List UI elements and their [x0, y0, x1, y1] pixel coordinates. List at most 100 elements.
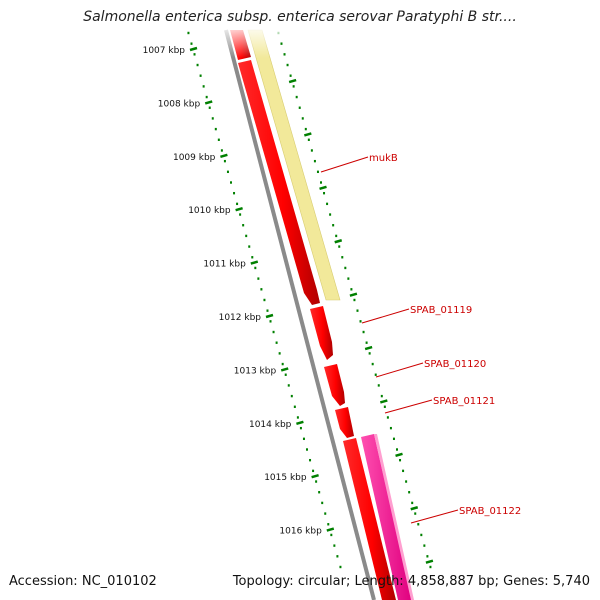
- outer-scale-dot: [289, 74, 292, 77]
- outer-scale-tick: [379, 399, 388, 404]
- scale-dot: [236, 202, 239, 206]
- genes-value: 5,740: [552, 574, 590, 589]
- scale-dot: [278, 352, 281, 355]
- gene-label-mukB[interactable]: mukB: [369, 153, 398, 164]
- outer-scale-dot: [383, 405, 386, 408]
- topology-value: circular: [297, 574, 346, 589]
- scale-ticks: 1007 kbp 1008 kbp 1009 kbp 1010 kbp 1011 kbp…: [143, 46, 434, 564]
- outer-scale-tick: [288, 78, 297, 84]
- scale-dot: [299, 426, 302, 430]
- outer-scale-dot: [323, 191, 326, 195]
- scale-tick-label: 1011 kbp: [203, 260, 246, 270]
- genome-backbone: [224, 29, 376, 600]
- scale-dot: [239, 213, 242, 216]
- outer-scale-tick: [349, 292, 358, 297]
- scale-dot: [275, 341, 278, 344]
- outer-scale-tick: [425, 559, 434, 564]
- outer-scale-dot: [350, 288, 353, 291]
- scale-dot: [214, 127, 217, 131]
- leader-spab-01122: [410, 509, 459, 524]
- scale-tick: [235, 206, 243, 212]
- scale-dot: [269, 320, 272, 323]
- spab-01122-track-feature: [361, 434, 412, 600]
- scale-dot: [257, 277, 260, 280]
- scale-dot: [220, 149, 223, 152]
- outer-scale-dot: [414, 512, 417, 515]
- scale-tick-label: 1015 kbp: [264, 473, 307, 483]
- scale-dot: [312, 469, 315, 473]
- outer-scale-dot: [295, 95, 298, 99]
- scale-dot: [223, 159, 226, 163]
- outer-scale-dot: [344, 266, 347, 270]
- scale-dots: [187, 31, 432, 569]
- outer-scale-tick: [410, 506, 419, 511]
- genes-label: Genes:: [503, 574, 549, 589]
- outer-scale-dot: [368, 352, 371, 355]
- scale-dot: [196, 63, 199, 67]
- scale-tick-label: 1013 kbp: [234, 366, 277, 376]
- scale-tick: [280, 367, 289, 372]
- genome-title: Salmonella enterica subsp. enterica sero…: [83, 9, 517, 25]
- spab-01122-track-highlight: [374, 434, 414, 600]
- scale-dot: [233, 191, 236, 195]
- length-label: Length:: [354, 574, 404, 589]
- scale-tick: [189, 46, 198, 52]
- outer-scale-dot: [347, 277, 350, 280]
- leader-spab-01120: [375, 362, 424, 378]
- outer-scale-dot: [423, 544, 426, 547]
- scale-dot: [217, 138, 220, 141]
- topology-label: Topology:: [232, 574, 294, 589]
- scale-tick: [265, 313, 274, 319]
- scale-dot: [208, 106, 211, 109]
- scale-tick: [326, 527, 335, 532]
- top-fade: [220, 28, 280, 58]
- scale-dot: [254, 266, 257, 270]
- scale-dot: [296, 416, 299, 419]
- outer-scale-dot: [326, 202, 329, 206]
- outer-scale-dot: [362, 330, 365, 334]
- gene-label-spab-01122[interactable]: SPAB_01122: [459, 506, 521, 517]
- cds-arrow-mukB: [238, 60, 320, 305]
- scale-dot: [272, 330, 275, 334]
- outer-scale-dot: [320, 181, 322, 184]
- scale-dot: [290, 394, 293, 398]
- outer-scale-dot: [380, 394, 383, 398]
- cds-arrow-spab-01121: [335, 407, 354, 438]
- outer-scale-dot: [359, 320, 362, 323]
- gene-label-spab-01119[interactable]: SPAB_01119: [410, 305, 472, 316]
- outer-scale-tick: [395, 452, 403, 458]
- outer-scale-dot: [313, 159, 316, 163]
- outer-scale-dot: [307, 138, 310, 141]
- leader-spab-01119: [361, 308, 410, 324]
- outer-scale-dot: [332, 224, 335, 227]
- accession-info: Accession: NC_010102: [9, 574, 157, 589]
- outer-scale-dot: [356, 309, 359, 312]
- outer-scale-dot: [429, 565, 432, 569]
- scale-dot: [190, 42, 193, 45]
- outer-scale-dot: [310, 149, 313, 152]
- gene-label-spab-01120[interactable]: SPAB_01120: [424, 359, 486, 370]
- scale-dot: [193, 53, 196, 56]
- outer-scale-dot: [341, 256, 344, 259]
- scale-tick: [250, 260, 259, 265]
- scale-dot: [281, 362, 284, 366]
- outer-scale-tick: [303, 132, 312, 137]
- cds-arrow-spab-01119: [310, 306, 333, 360]
- gene-label-spab-01121[interactable]: SPAB_01121: [433, 396, 495, 407]
- scale-dot: [321, 501, 324, 505]
- scale-tick-label: 1009 kbp: [173, 153, 216, 163]
- scale-tick-label: 1012 kbp: [219, 313, 262, 323]
- leader-mukB: [320, 156, 369, 173]
- scale-dot: [251, 256, 254, 259]
- gene-leaders: [320, 156, 459, 524]
- outer-scale-dot: [280, 42, 283, 45]
- scale-tick-label: 1008 kbp: [158, 99, 201, 109]
- scale-dot: [260, 288, 263, 291]
- outer-scale-dot: [420, 533, 423, 537]
- scale-dot: [339, 565, 342, 569]
- outer-scale-dot: [301, 117, 304, 120]
- scale-dot: [226, 170, 229, 174]
- outer-scale-dot: [426, 555, 429, 558]
- scale-tick: [220, 153, 228, 159]
